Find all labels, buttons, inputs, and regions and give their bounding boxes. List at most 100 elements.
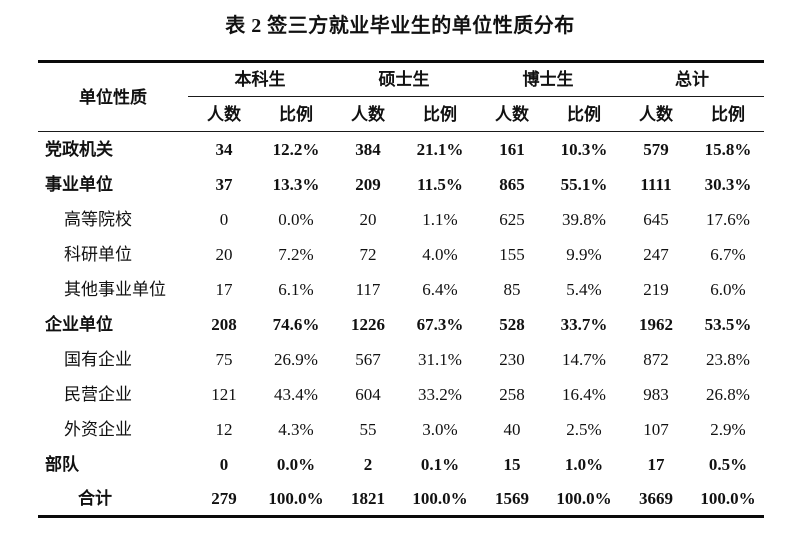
- cell-count-undergrad: 12: [215, 419, 233, 439]
- cell-ratio-master: 1.1%: [422, 209, 458, 229]
- cell-ratio-doctoral: 33.7%: [560, 314, 608, 334]
- cell-ratio-doctoral: 5.4%: [566, 279, 602, 299]
- cell-ratio-master: 4.0%: [422, 244, 458, 264]
- cell-count-total: 1111: [640, 174, 672, 194]
- cell-count-doctoral: 625: [499, 209, 525, 229]
- cell-ratio-undergrad: 0.0%: [276, 454, 316, 474]
- cell-count-undergrad: 37: [215, 174, 233, 194]
- table-row: 外资企业 12 4.3% 55 3.0% 40 2.5% 107 2.9%: [38, 412, 764, 447]
- cell-ratio-total: 100.0%: [700, 488, 756, 508]
- group-header-row: 单位性质 本科生 硕士生 博士生 总计: [38, 61, 764, 132]
- cell-count-total: 579: [643, 139, 669, 159]
- cell-ratio-master: 100.0%: [412, 488, 468, 508]
- row-label: 外资企业: [64, 419, 132, 439]
- cell-count-doctoral: 161: [499, 139, 525, 159]
- cell-count-master: 209: [355, 174, 381, 194]
- cell-ratio-total: 17.6%: [706, 209, 750, 229]
- cell-count-doctoral: 40: [503, 419, 521, 439]
- table-row: 部队 0 0.0% 2 0.1% 15 1.0% 17 0.5%: [38, 447, 764, 482]
- cell-count-total: 3669: [639, 488, 673, 508]
- cell-count-undergrad: 121: [211, 384, 237, 404]
- cell-count-doctoral: 865: [499, 174, 525, 194]
- cell-ratio-master: 33.2%: [418, 384, 462, 404]
- cell-count-undergrad: 0: [219, 209, 229, 229]
- group-header-total: 总计: [620, 61, 764, 97]
- subheader-row: 人数 比例 人数 比例 人数 比例 人数 比例: [38, 96, 764, 132]
- cell-ratio-total: 15.8%: [704, 139, 752, 159]
- cell-count-master: 55: [359, 419, 377, 439]
- cell-ratio-master: 6.4%: [422, 279, 458, 299]
- cell-count-doctoral: 230: [499, 349, 525, 369]
- cell-count-total: 219: [643, 279, 669, 299]
- cell-count-master: 72: [359, 244, 377, 264]
- cell-count-total: 17: [647, 454, 665, 474]
- cell-ratio-undergrad: 100.0%: [268, 488, 324, 508]
- cell-ratio-undergrad: 4.3%: [278, 419, 314, 439]
- cell-count-doctoral: 15: [503, 454, 521, 474]
- cell-ratio-doctoral: 100.0%: [556, 488, 612, 508]
- cell-count-undergrad: 75: [215, 349, 233, 369]
- cell-count-doctoral: 528: [499, 314, 525, 334]
- row-header-label: 单位性质: [38, 61, 188, 132]
- row-label: 部队: [45, 454, 79, 474]
- cell-ratio-doctoral: 55.1%: [560, 174, 608, 194]
- cell-count-undergrad: 34: [215, 139, 233, 159]
- cell-ratio-master: 0.1%: [420, 454, 460, 474]
- table-row: 企业单位 208 74.6% 1226 67.3% 528 33.7% 1962…: [38, 307, 764, 342]
- row-label: 事业单位: [45, 174, 113, 194]
- cell-count-undergrad: 279: [211, 488, 237, 508]
- subheader-count-total: 人数: [620, 96, 692, 132]
- cell-ratio-master: 3.0%: [422, 419, 458, 439]
- table-body: 党政机关 34 12.2% 384 21.1% 161 10.3% 579 15…: [38, 132, 764, 517]
- cell-ratio-undergrad: 0.0%: [278, 209, 314, 229]
- cell-ratio-doctoral: 1.0%: [564, 454, 604, 474]
- row-label: 合计: [78, 488, 112, 508]
- cell-count-total: 247: [643, 244, 669, 264]
- cell-ratio-total: 53.5%: [704, 314, 752, 334]
- cell-count-undergrad: 0: [219, 454, 229, 474]
- cell-ratio-total: 30.3%: [704, 174, 752, 194]
- row-label: 其他事业单位: [64, 279, 166, 299]
- cell-count-doctoral: 1569: [495, 488, 529, 508]
- cell-count-total: 872: [643, 349, 669, 369]
- cell-ratio-master: 67.3%: [416, 314, 464, 334]
- cell-count-master: 117: [355, 279, 381, 299]
- table-row: 党政机关 34 12.2% 384 21.1% 161 10.3% 579 15…: [38, 132, 764, 167]
- cell-ratio-master: 21.1%: [416, 139, 464, 159]
- cell-count-master: 384: [355, 139, 381, 159]
- table-row: 合计 279 100.0% 1821 100.0% 1569 100.0% 36…: [38, 482, 764, 517]
- group-header-undergrad: 本科生: [188, 61, 332, 97]
- table-row: 民营企业 121 43.4% 604 33.2% 258 16.4% 983 2…: [38, 377, 764, 412]
- group-header-doctoral: 博士生: [476, 61, 620, 97]
- cell-ratio-undergrad: 6.1%: [278, 279, 314, 299]
- cell-count-undergrad: 20: [215, 244, 233, 264]
- cell-count-master: 20: [359, 209, 377, 229]
- cell-ratio-doctoral: 10.3%: [560, 139, 608, 159]
- cell-count-total: 983: [643, 384, 669, 404]
- row-label: 民营企业: [64, 384, 132, 404]
- cell-ratio-total: 26.8%: [706, 384, 750, 404]
- cell-ratio-undergrad: 13.3%: [272, 174, 320, 194]
- cell-ratio-master: 11.5%: [417, 174, 463, 194]
- subheader-count-doctoral: 人数: [476, 96, 548, 132]
- cell-ratio-undergrad: 43.4%: [274, 384, 318, 404]
- unit-type-distribution-table: 单位性质 本科生 硕士生 博士生 总计 人数 比例 人数 比例 人数 比例 人数…: [38, 60, 764, 518]
- cell-ratio-total: 6.7%: [710, 244, 746, 264]
- row-label: 企业单位: [45, 314, 113, 334]
- cell-ratio-master: 31.1%: [418, 349, 462, 369]
- cell-count-total: 107: [643, 419, 669, 439]
- table-row: 科研单位 20 7.2% 72 4.0% 155 9.9% 247 6.7%: [38, 237, 764, 272]
- cell-count-master: 567: [355, 349, 381, 369]
- row-label: 科研单位: [64, 244, 132, 264]
- cell-count-total: 1962: [639, 314, 673, 334]
- table-row: 其他事业单位 17 6.1% 117 6.4% 85 5.4% 219 6.0%: [38, 272, 764, 307]
- cell-ratio-undergrad: 26.9%: [274, 349, 318, 369]
- row-label: 国有企业: [64, 349, 132, 369]
- cell-count-master: 1821: [351, 488, 385, 508]
- subheader-ratio-master: 比例: [404, 96, 476, 132]
- subheader-count-master: 人数: [332, 96, 404, 132]
- cell-ratio-total: 6.0%: [710, 279, 746, 299]
- cell-ratio-doctoral: 2.5%: [566, 419, 602, 439]
- cell-count-master: 604: [355, 384, 381, 404]
